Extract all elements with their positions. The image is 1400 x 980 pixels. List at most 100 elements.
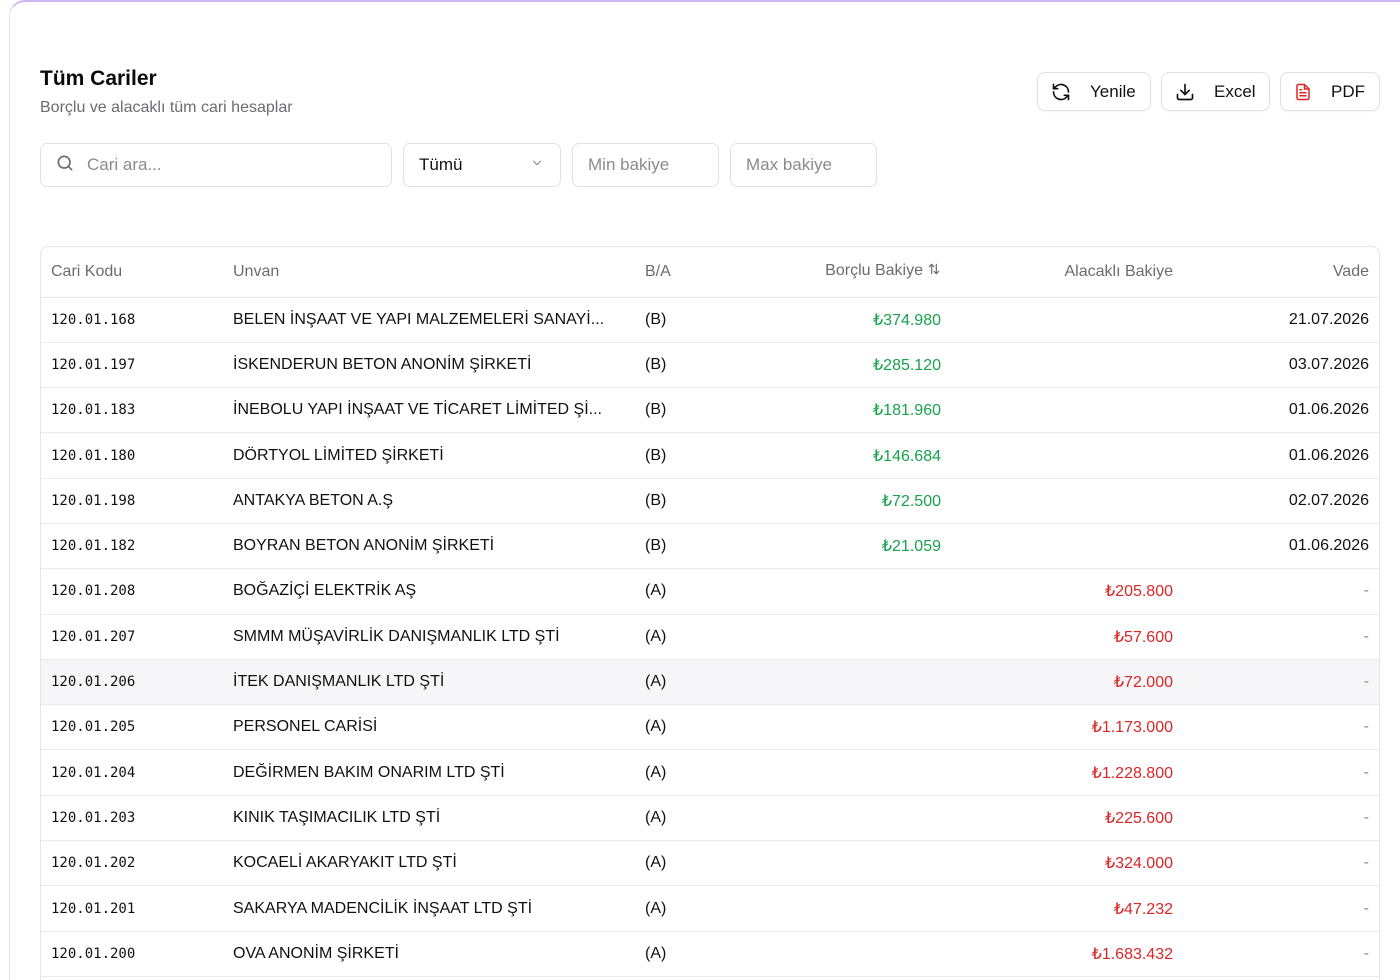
- cell-unvan: KOCAELİ AKARYAKIT LTD ŞTİ: [223, 840, 635, 887]
- column-header-vade[interactable]: Vade: [1183, 247, 1379, 298]
- cell-unvan: KINIK TAŞIMACILIK LTD ŞTİ: [223, 795, 635, 842]
- cell-code: 120.01.182: [41, 523, 223, 570]
- cell-alac: [951, 432, 1183, 479]
- cell-borc: ₺374.980: [717, 297, 951, 343]
- cell-unvan: BOĞAZİÇİ ELEKTRİK AŞ: [223, 568, 635, 615]
- accounts-table: Cari Kodu Unvan B/A Borçlu Bakiye Alacak…: [40, 246, 1380, 980]
- max-balance-input[interactable]: [746, 155, 876, 175]
- cell-code: 120.01.202: [41, 840, 223, 887]
- table-row[interactable]: 120.01.208 BOĞAZİÇİ ELEKTRİK AŞ (A) ₺205.80…: [41, 568, 1379, 615]
- cell-ba: (B): [635, 478, 717, 524]
- cell-code: 120.01.180: [41, 432, 223, 479]
- cell-ba: (A): [635, 885, 717, 932]
- page-title: Tüm Cariler: [40, 67, 157, 90]
- cell-alac: [951, 523, 1183, 570]
- cell-code: 120.01.200: [41, 931, 223, 977]
- table-row[interactable]: 120.01.200 OVA ANONİM ŞİRKETİ (A) ₺1.683.43…: [41, 931, 1379, 977]
- cell-alac: [951, 342, 1183, 389]
- cell-unvan: PERSONEL CARİSİ: [223, 704, 635, 751]
- column-header-borc-label: Borçlu Bakiye: [825, 262, 923, 280]
- cell-ba: (A): [635, 931, 717, 977]
- table-row[interactable]: 120.01.202 KOCAELİ AKARYAKIT LTD ŞTİ (A) ₺3…: [41, 840, 1379, 887]
- table-row[interactable]: 120.01.180 DÖRTYOL LİMİTED ŞİRKETİ (B) ₺146…: [41, 432, 1379, 479]
- table-row[interactable]: 120.01.205 PERSONEL CARİSİ (A) ₺1.173.000-: [41, 704, 1379, 751]
- cell-vade: -: [1183, 795, 1379, 842]
- type-filter-value: Tümü: [419, 155, 463, 174]
- table-row[interactable]: 120.01.203 KINIK TAŞIMACILIK LTD ŞTİ (A) ₺2…: [41, 795, 1379, 842]
- cell-vade: -: [1183, 749, 1379, 796]
- cell-vade: 03.07.2026: [1183, 342, 1379, 389]
- search-field: [40, 143, 392, 187]
- cell-alac: ₺57.600: [951, 614, 1183, 660]
- cell-ba: (B): [635, 297, 717, 343]
- cell-ba: (A): [635, 614, 717, 660]
- excel-export-button[interactable]: Excel: [1161, 72, 1270, 111]
- cell-borc: [717, 749, 951, 796]
- cell-alac: ₺47.232: [951, 885, 1183, 932]
- cell-code: 120.01.197: [41, 342, 223, 389]
- cell-code: 120.01.204: [41, 749, 223, 796]
- cell-borc: [717, 659, 951, 706]
- table-row[interactable]: 120.01.207 SMMM MÜŞAVİRLİK DANIŞMANLIK LT…: [41, 614, 1379, 660]
- file-text-icon: [1294, 82, 1312, 102]
- table-row[interactable]: 120.01.206 İTEK DANIŞMANLIK LTD ŞTİ (A) ₺72…: [41, 659, 1379, 706]
- cell-ba: (B): [635, 523, 717, 570]
- column-header-unvan[interactable]: Unvan: [223, 247, 635, 298]
- excel-button-label: Excel: [1214, 81, 1256, 101]
- cell-code: 120.01.208: [41, 568, 223, 615]
- search-input[interactable]: [87, 155, 391, 175]
- table-row[interactable]: 120.01.198 ANTAKYA BETON A.Ş (B) ₺72.500 02.…: [41, 478, 1379, 524]
- table-row[interactable]: 120.01.183 İNEBOLU YAPI İNŞAAT VE TİCARET…: [41, 387, 1379, 434]
- type-filter-select[interactable]: Tümü: [403, 143, 561, 187]
- cell-alac: ₺205.800: [951, 568, 1183, 615]
- cell-unvan: İTEK DANIŞMANLIK LTD ŞTİ: [223, 659, 635, 706]
- cell-unvan: OVA ANONİM ŞİRKETİ: [223, 931, 635, 977]
- cell-vade: -: [1183, 614, 1379, 660]
- cell-code: 120.01.206: [41, 659, 223, 706]
- page-subtitle: Borçlu ve alacaklı tüm cari hesaplar: [40, 99, 293, 116]
- cell-unvan: BOYRAN BETON ANONİM ŞİRKETİ: [223, 523, 635, 570]
- cell-borc: [717, 568, 951, 615]
- table-row[interactable]: 120.01.204 DEĞİRMEN BAKIM ONARIM LTD ŞTİ(…: [41, 749, 1379, 796]
- cell-ba: (A): [635, 749, 717, 796]
- pdf-export-button[interactable]: PDF: [1280, 72, 1380, 111]
- table-row[interactable]: 120.01.201 SAKARYA MADENCİLİK İNŞAAT LTD …: [41, 885, 1379, 932]
- cell-vade: 01.06.2026: [1183, 387, 1379, 434]
- cell-unvan: İNEBOLU YAPI İNŞAAT VE TİCARET LİMİTED Ş…: [223, 387, 635, 434]
- cell-alac: [951, 297, 1183, 343]
- column-header-code[interactable]: Cari Kodu: [41, 247, 223, 298]
- cell-ba: (B): [635, 342, 717, 389]
- column-header-borc[interactable]: Borçlu Bakiye: [717, 247, 951, 298]
- cell-unvan: SAKARYA MADENCİLİK İNŞAAT LTD ŞTİ: [223, 885, 635, 932]
- table-row[interactable]: 120.01.168 BELEN İNŞAAT VE YAPI MALZEMELE…: [41, 297, 1379, 343]
- cell-code: 120.01.207: [41, 614, 223, 660]
- cell-code: 120.01.168: [41, 297, 223, 343]
- cell-borc: [717, 840, 951, 887]
- cell-unvan: BELEN İNŞAAT VE YAPI MALZEMELERİ SANAYİ.…: [223, 297, 635, 343]
- column-header-ba[interactable]: B/A: [635, 247, 717, 298]
- cell-ba: (A): [635, 795, 717, 842]
- cell-ba: (B): [635, 432, 717, 479]
- column-header-alac[interactable]: Alacaklı Bakiye: [951, 247, 1183, 298]
- cell-code: 120.01.201: [41, 885, 223, 932]
- cell-alac: ₺1.228.800: [951, 749, 1183, 796]
- cell-borc: [717, 931, 951, 977]
- cell-vade: -: [1183, 885, 1379, 932]
- table-row[interactable]: 120.01.182 BOYRAN BETON ANONİM ŞİRKETİ (B)…: [41, 523, 1379, 570]
- cell-alac: [951, 478, 1183, 524]
- table-row[interactable]: 120.01.197 İSKENDERUN BETON ANONİM ŞİRKET…: [41, 342, 1379, 389]
- cell-vade: 01.06.2026: [1183, 432, 1379, 479]
- cell-vade: 01.06.2026: [1183, 523, 1379, 570]
- cell-code: 120.01.205: [41, 704, 223, 751]
- cell-borc: ₺72.500: [717, 478, 951, 524]
- cell-unvan: SMMM MÜŞAVİRLİK DANIŞMANLIK LTD ŞTİ: [223, 614, 635, 660]
- sort-icon[interactable]: [927, 262, 941, 281]
- cell-unvan: İSKENDERUN BETON ANONİM ŞİRKETİ: [223, 342, 635, 389]
- min-balance-input[interactable]: [588, 155, 718, 175]
- cell-vade: -: [1183, 568, 1379, 615]
- cell-ba: (A): [635, 704, 717, 751]
- refresh-button[interactable]: Yenile: [1037, 72, 1151, 111]
- cell-vade: -: [1183, 931, 1379, 977]
- cell-vade: -: [1183, 704, 1379, 751]
- cell-borc: ₺285.120: [717, 342, 951, 389]
